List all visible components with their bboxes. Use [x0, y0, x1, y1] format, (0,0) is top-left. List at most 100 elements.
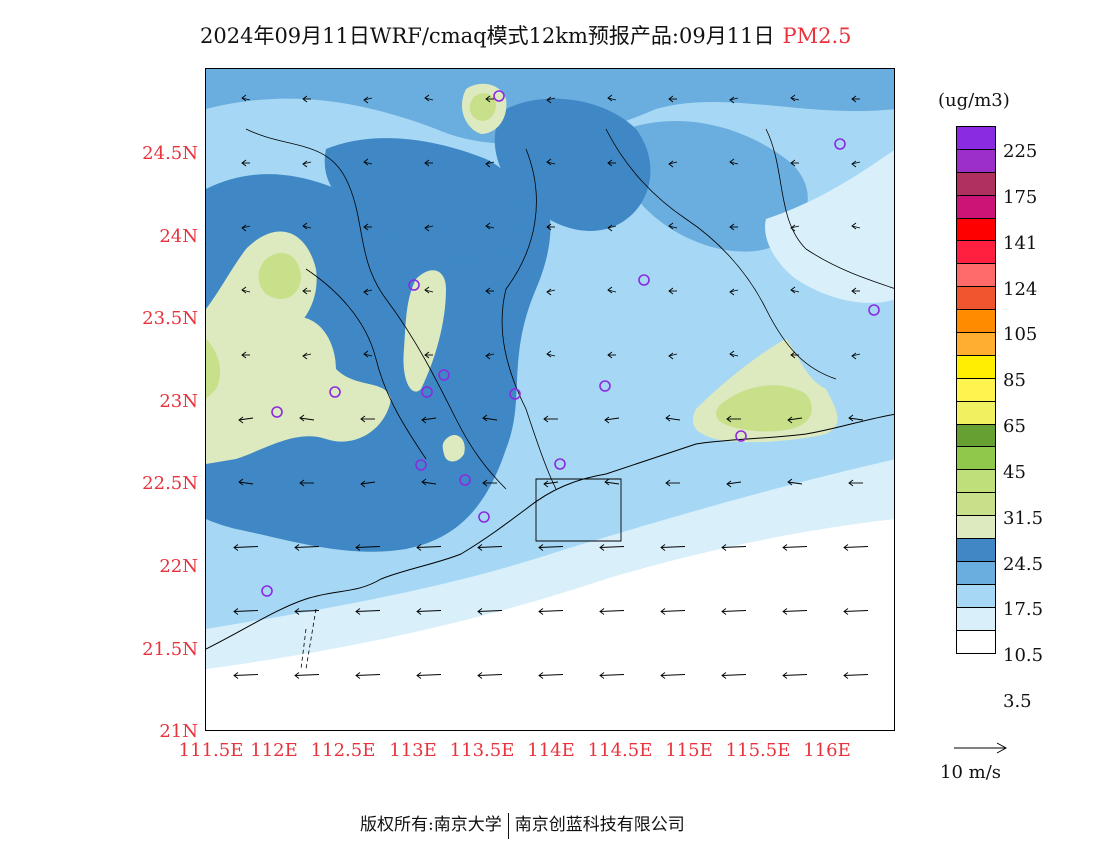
- wind-vector-head: [299, 479, 305, 487]
- wind-vector-head: [546, 158, 552, 166]
- legend-swatch: [957, 401, 995, 425]
- legend-label: 10.5: [1003, 645, 1044, 666]
- wind-vector-head: [782, 672, 788, 679]
- wind-vector: [355, 674, 381, 676]
- legend-swatch: [957, 287, 995, 311]
- wind-vector-head: [294, 608, 300, 615]
- legend-swatch: [957, 355, 995, 379]
- wind-vector: [668, 353, 678, 357]
- wind-vector-head: [416, 672, 422, 679]
- wind-vector-head: [790, 351, 796, 359]
- wind-vector: [843, 610, 869, 612]
- wind-vector: [660, 546, 686, 548]
- wind-vector: [790, 225, 800, 229]
- wind-vector-head: [851, 222, 857, 230]
- wind-vector: [363, 353, 373, 357]
- wind-vector-head: [485, 160, 491, 168]
- site-marker: [638, 274, 650, 286]
- boundary-dashed: [300, 608, 317, 670]
- wind-vector: [485, 225, 495, 229]
- copyright-right: 南京创蓝科技有限公司: [514, 815, 685, 835]
- map-canvas: [206, 69, 894, 730]
- wind-vector-head: [665, 414, 671, 422]
- wind-vector-head: [604, 416, 610, 424]
- wind-vector: [546, 353, 556, 357]
- wind-vector: [538, 674, 564, 676]
- wind-vector-head: [607, 286, 613, 294]
- legend-swatch: [957, 172, 995, 196]
- lat-label: 24N: [159, 226, 198, 247]
- wind-vector: [477, 610, 503, 612]
- wind-vector-head: [233, 608, 239, 615]
- wind-vector-head: [851, 160, 857, 168]
- wind-vector-head: [843, 608, 849, 615]
- wind-vector-head: [546, 96, 552, 104]
- wind-vector-head: [607, 224, 613, 232]
- legend-swatch: [957, 264, 995, 288]
- wind-vector-head: [851, 95, 857, 103]
- lon-label: 112.5E: [310, 740, 376, 761]
- wind-vector-head: [424, 351, 430, 359]
- wind-vector: [302, 225, 312, 229]
- wind-vector-head: [416, 544, 422, 551]
- wind-vector: [729, 97, 739, 101]
- wind-vector-head: [360, 480, 366, 488]
- wind-vector-head: [665, 479, 671, 487]
- legend-label: 85: [1003, 370, 1026, 391]
- lat-label: 22N: [159, 556, 198, 577]
- wind-vector-head: [363, 350, 369, 358]
- wind-vector-head: [790, 94, 796, 102]
- wind-vector: [599, 546, 625, 548]
- wind-vector: [416, 610, 442, 612]
- wind-vector-head: [477, 544, 483, 551]
- wind-vector-head: [729, 96, 735, 104]
- wind-vector-head: [538, 608, 544, 615]
- wind-vector-head: [851, 352, 857, 360]
- wind-vector: [729, 353, 739, 357]
- wind-vector: [607, 97, 617, 101]
- wind-vector-head: [668, 95, 674, 103]
- lon-label: 115.5E: [725, 740, 791, 761]
- wind-vector: [851, 353, 861, 357]
- legend-swatch: [957, 127, 995, 150]
- wind-vector: [543, 481, 559, 485]
- copyright-left: 版权所有:南京大学: [360, 815, 502, 835]
- wind-vector-head: [302, 95, 308, 103]
- wind-vector-head: [543, 480, 549, 488]
- boundary-4: [765, 128, 894, 289]
- wind-vector-head: [546, 288, 552, 296]
- boundary-1: [245, 128, 507, 490]
- wind-vector: [294, 546, 320, 548]
- legend-swatch: [957, 218, 995, 242]
- wind-vector-head: [729, 158, 735, 166]
- wind-vector: [843, 546, 869, 548]
- wind-vector-head: [485, 95, 491, 103]
- reference-vector-label: 10 m/s: [940, 762, 1001, 783]
- wind-vector-head: [607, 351, 613, 359]
- wind-vector-head: [660, 544, 666, 551]
- wind-vector: [233, 546, 259, 548]
- wind-vector-head: [607, 94, 613, 102]
- wind-vector: [485, 161, 495, 165]
- field-ocean-white: [206, 519, 894, 730]
- wind-vector-head: [782, 544, 788, 551]
- wind-vector-head: [241, 286, 247, 294]
- wind-vector: [238, 417, 254, 421]
- wind-vector: [424, 97, 434, 101]
- site-marker: [408, 279, 420, 291]
- legend-swatch: [957, 584, 995, 608]
- legend-label: 65: [1003, 416, 1026, 437]
- wind-vector: [782, 674, 808, 676]
- wind-vector-head: [241, 94, 247, 102]
- legend-label: 175: [1003, 187, 1038, 208]
- wind-vector: [599, 610, 625, 612]
- wind-vector-head: [294, 544, 300, 551]
- wind-vector: [424, 225, 434, 229]
- wind-vector-head: [421, 416, 427, 424]
- wind-vector-head: [790, 159, 796, 167]
- wind-vector-head: [607, 159, 613, 167]
- wind-vector-head: [726, 480, 732, 488]
- color-legend: [956, 126, 996, 655]
- wind-vector: [848, 417, 864, 421]
- wind-vector: [363, 289, 373, 293]
